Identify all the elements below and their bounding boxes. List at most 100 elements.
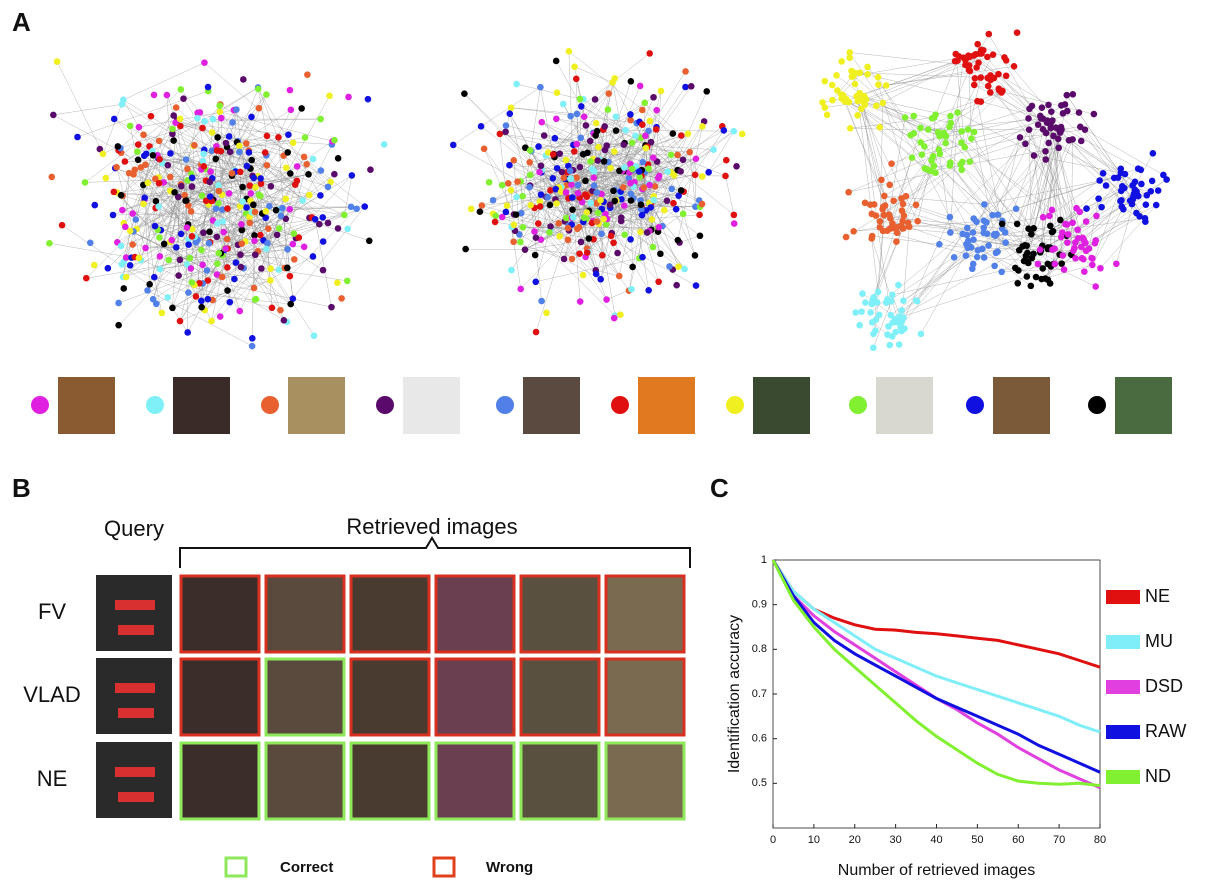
node <box>1089 262 1096 269</box>
node <box>970 229 977 236</box>
node <box>595 144 602 151</box>
node <box>1040 214 1047 221</box>
x-tick-label: 50 <box>971 834 983 846</box>
node <box>629 264 636 271</box>
node <box>171 189 178 196</box>
node <box>257 232 264 239</box>
node <box>510 157 517 164</box>
node <box>338 295 345 302</box>
node <box>490 197 497 204</box>
legend-swatch <box>434 858 454 876</box>
node <box>682 84 689 91</box>
node <box>951 254 958 261</box>
node <box>328 304 335 311</box>
node <box>178 231 185 238</box>
node <box>251 285 258 292</box>
series-line <box>773 560 1100 732</box>
node <box>675 237 682 244</box>
node <box>594 128 601 135</box>
node <box>508 267 515 274</box>
node <box>103 175 110 182</box>
node <box>226 190 233 197</box>
network <box>46 58 387 349</box>
node <box>546 229 553 236</box>
node <box>819 99 826 106</box>
node <box>532 252 539 259</box>
node <box>1031 152 1038 159</box>
node <box>559 169 566 176</box>
node <box>236 149 243 156</box>
query-image <box>96 575 172 651</box>
node <box>513 211 520 218</box>
y-tick-label: 0.6 <box>752 733 767 745</box>
node <box>958 166 965 173</box>
node <box>601 158 608 165</box>
node <box>594 157 601 164</box>
node <box>118 192 125 199</box>
node <box>697 232 704 239</box>
node <box>462 246 469 253</box>
node <box>653 107 660 114</box>
legend-label: RAW <box>1145 721 1186 741</box>
node <box>224 205 231 212</box>
legend-swatch <box>1106 590 1140 604</box>
node <box>878 177 885 184</box>
node <box>249 335 256 342</box>
node <box>1160 172 1167 179</box>
node <box>255 86 262 93</box>
node <box>1030 250 1037 257</box>
node <box>621 164 628 171</box>
node <box>594 218 601 225</box>
node <box>113 164 120 171</box>
node <box>538 162 545 169</box>
node <box>591 168 598 175</box>
node <box>995 211 1002 218</box>
node <box>973 64 980 71</box>
node <box>135 141 142 148</box>
node <box>193 293 200 300</box>
node <box>209 129 216 136</box>
node <box>896 341 903 348</box>
node <box>1092 237 1099 244</box>
retrieved-image <box>181 659 259 735</box>
node <box>693 156 700 163</box>
node <box>1043 130 1050 137</box>
node <box>185 241 192 248</box>
node <box>258 265 265 272</box>
y-tick-label: 0.7 <box>752 688 767 700</box>
legend-swatch <box>1106 725 1140 739</box>
x-tick-label: 0 <box>770 834 776 846</box>
species-image <box>993 377 1050 434</box>
node <box>129 241 136 248</box>
node <box>883 82 890 89</box>
node <box>74 134 81 141</box>
node <box>82 179 89 186</box>
node <box>874 299 881 306</box>
node <box>519 193 526 200</box>
node <box>875 289 882 296</box>
node <box>611 315 618 322</box>
node <box>639 159 646 166</box>
node <box>962 57 969 64</box>
node <box>569 206 576 213</box>
node <box>120 285 127 292</box>
node <box>122 158 129 165</box>
node <box>1138 181 1145 188</box>
node <box>1012 265 1019 272</box>
node <box>972 75 979 82</box>
node <box>584 193 591 200</box>
node <box>569 256 576 263</box>
retrieved-image <box>181 576 259 652</box>
node <box>215 250 222 257</box>
node <box>199 262 206 269</box>
species-dot <box>376 396 394 414</box>
node <box>632 133 639 140</box>
node <box>183 197 190 204</box>
node <box>155 203 162 210</box>
node <box>967 158 974 165</box>
node <box>1075 235 1082 242</box>
node <box>649 216 656 223</box>
node <box>571 148 578 155</box>
node <box>290 139 297 146</box>
node <box>852 309 859 316</box>
